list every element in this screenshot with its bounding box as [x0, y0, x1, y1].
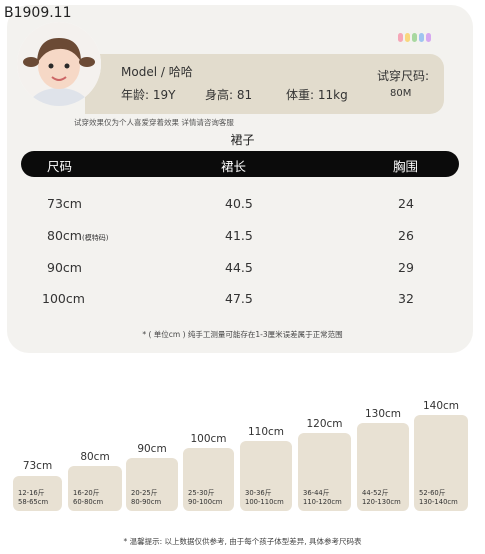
size-guide-label: 73cm [22, 460, 53, 472]
table-row: 90cm 44.5 29 [47, 260, 414, 275]
header-length: 裙长 [221, 159, 247, 174]
size-guide-bar: 25-30斤 90-100cm [183, 448, 234, 511]
size-guide-label: 120cm [306, 418, 343, 430]
model-age: 年龄: 19Y [121, 88, 176, 102]
table-row: 73cm 40.5 24 [47, 196, 414, 211]
size-guide-label: 140cm [422, 400, 460, 412]
header-chest: 胸围 [393, 159, 419, 174]
size-guide-bar: 52-60斤 130-140cm [414, 415, 468, 511]
size-guide-bar: 30-36斤 100-110cm [240, 441, 292, 511]
size-guide-label: 130cm [364, 408, 402, 420]
model-name: Model / 哈哈 [121, 65, 193, 79]
decorative-dots [398, 33, 431, 42]
unit-note: * ( 单位cm ) 纯手工测量可能存在1-3厘米误差属于正常范围 [142, 330, 343, 339]
model-avatar [17, 22, 101, 106]
model-info-band: Model / 哈哈 年龄: 19Y 身高: 81 体重: 11kg 试穿尺码:… [85, 54, 444, 114]
model-weight: 体重: 11kg [286, 88, 348, 102]
fit-note: 试穿效果仅为个人喜爱穿着效果 详情请咨询客服 [74, 118, 234, 127]
fit-size-value: 80M [390, 88, 412, 99]
size-guide-bar: 36-44斤 110-120cm [298, 433, 351, 511]
size-guide-label: 90cm [137, 443, 167, 455]
table-title: 裙子 [230, 133, 255, 147]
table-row: 80cm(模特码) 41.5 26 [47, 228, 414, 243]
fit-size-label: 试穿尺码: [377, 69, 430, 83]
table-header: 尺码 裙长 胸围 [21, 151, 459, 177]
size-guide-bar: 20-25斤 80-90cm [126, 458, 178, 511]
size-guide-bar: 16-20斤 60-80cm [68, 466, 122, 511]
table-row: 100cm 47.5 32 [42, 291, 414, 306]
size-guide-bar: 44-52斤 120-130cm [357, 423, 409, 511]
size-guide-bar: 12-16斤 58-65cm [13, 476, 62, 511]
size-guide-label: 110cm [247, 426, 285, 438]
product-code: B1909.11 [4, 5, 72, 21]
header-size: 尺码 [47, 159, 73, 174]
size-guide-label: 100cm [190, 433, 227, 445]
model-height: 身高: 81 [205, 88, 253, 102]
footer-note: * 温馨提示: 以上数据仅供参考, 由于每个孩子体型差异, 具体参考尺码表 [123, 537, 362, 546]
size-guide-label: 80cm [80, 451, 110, 463]
